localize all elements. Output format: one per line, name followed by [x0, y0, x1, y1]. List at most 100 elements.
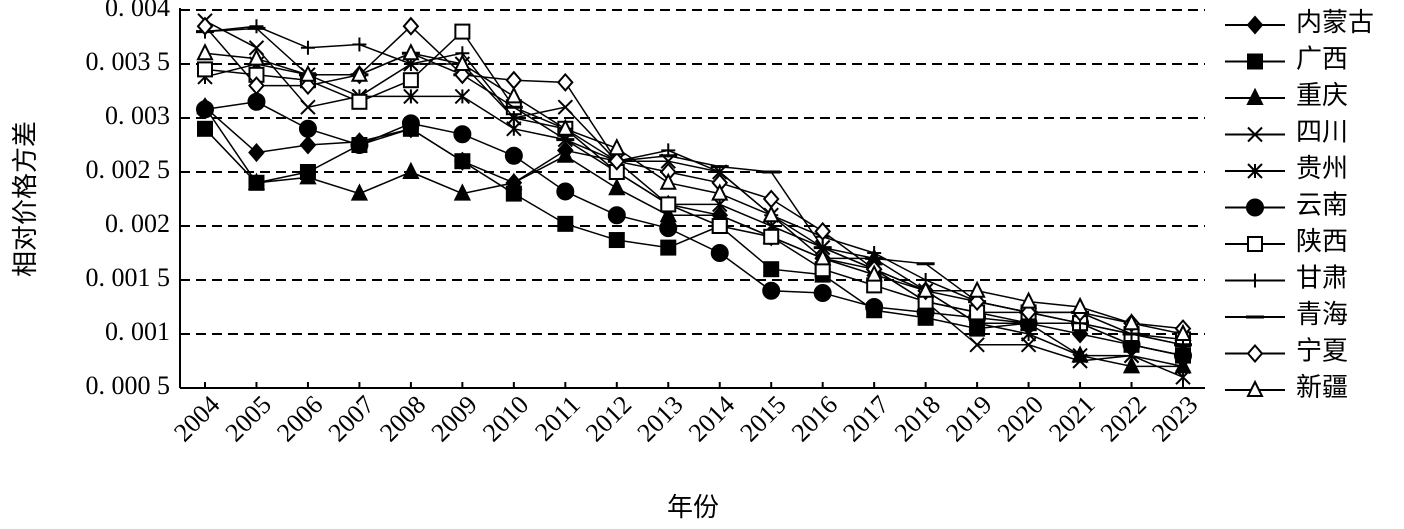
- marker: [557, 99, 574, 115]
- marker: [247, 48, 266, 66]
- marker: [1246, 198, 1264, 217]
- marker: [299, 167, 317, 185]
- x-tick-label: 2018: [889, 390, 946, 447]
- marker: [453, 183, 471, 201]
- y-tick-label: 0. 001: [105, 317, 170, 346]
- marker: [453, 53, 471, 71]
- marker: [401, 114, 420, 133]
- marker: [556, 72, 574, 92]
- marker: [1246, 15, 1264, 35]
- marker: [968, 280, 986, 298]
- marker: [197, 61, 213, 78]
- marker: [300, 99, 316, 115]
- marker: [1247, 163, 1263, 179]
- marker: [505, 172, 523, 190]
- marker: [659, 172, 677, 190]
- marker: [556, 145, 574, 163]
- marker: [608, 177, 626, 196]
- marker: [350, 183, 369, 201]
- marker: [1247, 53, 1263, 70]
- x-tick-label: 2022: [1095, 390, 1152, 447]
- marker: [247, 172, 266, 190]
- y-tick-label: 0. 004: [105, 0, 170, 22]
- marker: [608, 151, 626, 171]
- x-tick-label: 2004: [168, 390, 225, 447]
- legend-label: 甘肃: [1296, 263, 1348, 292]
- marker: [402, 161, 420, 179]
- marker: [763, 261, 780, 278]
- x-tick-label: 2007: [323, 390, 380, 447]
- marker: [1072, 347, 1088, 364]
- marker: [969, 337, 985, 353]
- marker: [402, 42, 420, 61]
- marker: [865, 264, 883, 282]
- legend-label: 新疆: [1296, 373, 1348, 402]
- marker: [453, 125, 472, 144]
- marker: [300, 40, 315, 55]
- marker: [1246, 87, 1264, 105]
- legend-label: 贵州: [1296, 154, 1348, 183]
- marker: [608, 138, 626, 156]
- x-tick-label: 2015: [734, 390, 791, 447]
- x-tick-label: 2012: [580, 390, 637, 447]
- marker: [1247, 236, 1263, 252]
- y-tick-label: 0. 003 5: [86, 47, 171, 76]
- y-tick-label: 0. 002 5: [86, 155, 171, 184]
- marker: [814, 221, 832, 241]
- marker: [660, 196, 677, 213]
- marker: [299, 135, 317, 155]
- marker: [402, 16, 420, 36]
- legend-label: 四川: [1296, 117, 1348, 146]
- marker: [865, 298, 884, 316]
- marker: [454, 153, 471, 170]
- marker: [350, 64, 369, 82]
- marker: [248, 40, 265, 56]
- marker: [248, 76, 265, 96]
- marker: [1248, 273, 1262, 288]
- marker: [762, 281, 781, 300]
- marker: [762, 204, 780, 223]
- marker: [454, 88, 471, 105]
- x-tick-label: 2014: [683, 390, 740, 447]
- marker: [763, 228, 780, 245]
- y-tick-label: 0. 001 5: [86, 263, 171, 292]
- marker: [506, 111, 521, 125]
- series-line: [204, 30, 1184, 341]
- marker: [608, 232, 625, 249]
- marker: [711, 218, 728, 234]
- marker: [1246, 343, 1264, 364]
- x-tick-label: 2021: [1043, 390, 1100, 447]
- marker: [197, 120, 213, 137]
- series-line: [204, 63, 1184, 378]
- marker: [814, 248, 832, 266]
- marker: [711, 183, 729, 201]
- marker: [248, 143, 265, 163]
- legend-label: 青海: [1296, 300, 1348, 329]
- legend-label: 重庆: [1296, 81, 1348, 110]
- marker: [1122, 356, 1141, 374]
- series-line: [204, 25, 1184, 330]
- x-tick-label: 2019: [940, 390, 997, 447]
- legend-label: 云南: [1296, 190, 1348, 219]
- legend-label: 广西: [1296, 44, 1348, 73]
- marker: [403, 88, 419, 105]
- series-line: [204, 20, 1184, 368]
- x-tick-label: 2016: [786, 390, 843, 447]
- x-tick-label: 2011: [529, 390, 586, 447]
- legend-label: 内蒙古: [1296, 8, 1374, 37]
- marker: [247, 92, 266, 111]
- x-tick-label: 2005: [220, 390, 277, 447]
- marker: [249, 19, 264, 34]
- x-axis-label: 年份: [667, 493, 719, 522]
- marker: [350, 136, 369, 154]
- marker: [1019, 291, 1038, 309]
- x-tick-label: 2006: [271, 390, 328, 447]
- marker: [352, 37, 367, 52]
- marker: [1071, 296, 1089, 314]
- x-tick-label: 2017: [837, 390, 894, 447]
- marker: [298, 119, 317, 138]
- marker: [660, 239, 677, 256]
- y-tick-label: 0. 000 5: [86, 371, 171, 400]
